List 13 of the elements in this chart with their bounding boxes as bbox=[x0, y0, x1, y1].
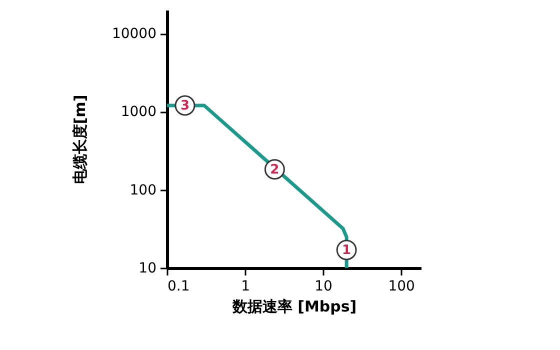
annotation: 1 bbox=[342, 242, 352, 258]
y-tick-label: 1000 bbox=[120, 104, 156, 120]
y-axis-title: 电缆长度[m] bbox=[70, 94, 89, 184]
x-tick-label: 1 bbox=[241, 278, 250, 294]
annotation: 3 bbox=[180, 98, 190, 114]
x-tick-label: 100 bbox=[388, 278, 415, 294]
annotation: 2 bbox=[270, 162, 280, 178]
y-tick-label: 10 bbox=[138, 260, 156, 276]
y-tick-label: 100 bbox=[130, 182, 156, 198]
x-tick-label: 10 bbox=[314, 278, 332, 294]
x-tick-label: 0.1 bbox=[168, 278, 190, 294]
x-axis-title: 数据速率 [Mbps] bbox=[231, 298, 357, 316]
y-tick-label: 10000 bbox=[112, 26, 156, 42]
